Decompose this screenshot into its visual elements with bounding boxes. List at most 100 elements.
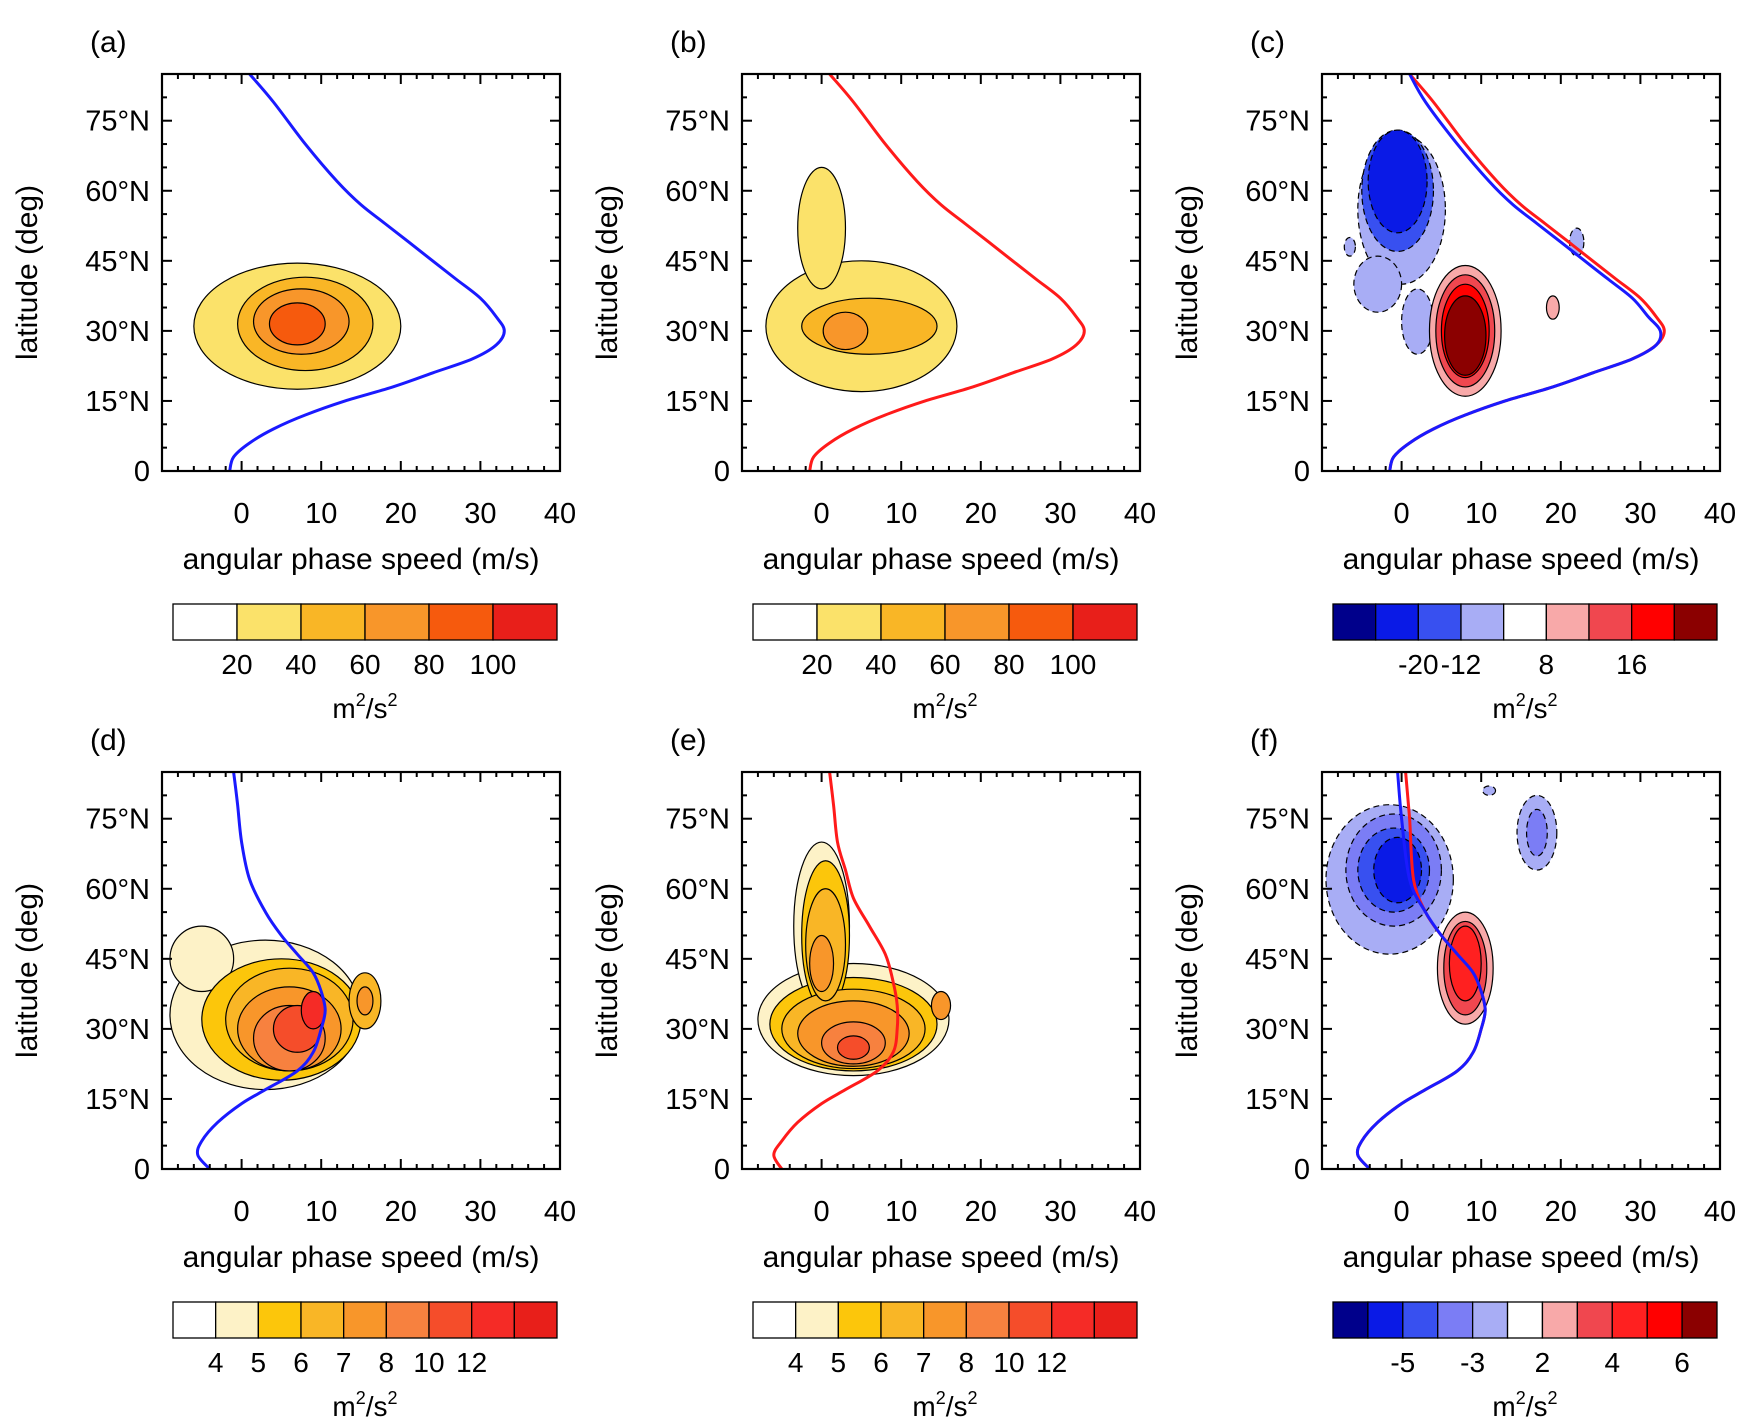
y-tick-label: 0 (714, 456, 730, 488)
colorbar-label: 20 (221, 649, 252, 680)
unit-mid: /s (946, 1391, 968, 1422)
y-tick-label: 30°N (665, 1014, 730, 1046)
contour-region (1482, 785, 1497, 796)
contour-region (1443, 295, 1487, 376)
x-tick-label: 10 (885, 498, 917, 530)
contour-region (1400, 288, 1435, 355)
colorbar-label: 60 (349, 649, 380, 680)
colorbar-swatch (1611, 1301, 1648, 1339)
x-axis-title: angular phase speed (m/s) (183, 1241, 540, 1274)
y-tick-label: 15°N (665, 1084, 730, 1116)
y-axis-title: latitude (deg) (1171, 185, 1204, 360)
unit-base: m (1492, 1391, 1515, 1422)
colorbar-swatch (1417, 603, 1462, 641)
unit-exp: 2 (356, 1388, 366, 1408)
colorbar-label: 10 (993, 1347, 1024, 1378)
y-tick-label: 75°N (1245, 106, 1310, 138)
panel-f: (f) 0 10 20 30 40 0 15°N 30°N 45°N 60°N 75°N angular… (1171, 724, 1736, 1422)
colorbar-swatch (752, 603, 818, 641)
colorbar-swatch (944, 603, 1010, 641)
unit-exp: 2 (1548, 690, 1558, 710)
panel-label: (b) (670, 26, 707, 59)
y-tick-label: 30°N (665, 316, 730, 348)
plot-background (162, 74, 560, 471)
unit-mid: /s (1526, 1391, 1548, 1422)
x-tick-label: 40 (1124, 498, 1156, 530)
colorbar-label: 6 (1674, 1347, 1690, 1378)
x-tick-label: 10 (1465, 1196, 1497, 1228)
y-tick-label: 75°N (665, 804, 730, 836)
colorbar-swatch (923, 1301, 967, 1339)
panel-label: (a) (90, 26, 127, 59)
x-tick-label: 10 (1465, 498, 1497, 530)
y-tick-label: 45°N (665, 944, 730, 976)
plot-frame (1320, 72, 1722, 473)
unit-exp: 2 (1548, 1388, 1558, 1408)
x-tick-label: 10 (305, 1196, 337, 1228)
unit-exp: 2 (388, 690, 398, 710)
plot-area (162, 772, 560, 1169)
x-tick-label: 40 (1124, 1196, 1156, 1228)
plot-area (742, 772, 1140, 1169)
x-tick-label: 0 (234, 498, 250, 530)
x-tick-label: 20 (385, 1196, 417, 1228)
plot-area (742, 74, 1140, 471)
y-axis-title: latitude (deg) (11, 185, 44, 360)
colorbar-swatch (1051, 1301, 1095, 1339)
blue-curve (228, 74, 506, 471)
x-axis-title: angular phase speed (m/s) (183, 543, 540, 576)
colorbar-swatch (752, 1301, 797, 1339)
y-tick-label: 45°N (85, 246, 150, 278)
y-tick-label: 75°N (665, 106, 730, 138)
unit-base: m (912, 1391, 935, 1422)
colorbar-swatch (1541, 1301, 1579, 1339)
x-axis-title: angular phase speed (m/s) (763, 543, 1120, 576)
unit-exp: 2 (388, 1388, 398, 1408)
x-tick-label: 0 (814, 498, 830, 530)
colorbar-label: 8 (959, 1347, 975, 1378)
unit-exp: 2 (356, 690, 366, 710)
plot-frame (1320, 770, 1722, 1171)
colorbar-label: 4 (208, 1347, 224, 1378)
colorbar-label: 100 (470, 649, 517, 680)
colorbar-swatch (1437, 1301, 1474, 1339)
colorbar-label: 40 (285, 649, 316, 680)
colorbar-unit: m2/s2 (1492, 690, 1557, 724)
x-tick-label: 40 (1704, 1196, 1736, 1228)
colorbar-swatch (1093, 1301, 1138, 1339)
colorbar-swatch (300, 603, 366, 641)
colorbar-swatch (236, 603, 302, 641)
panel-label: (e) (670, 724, 707, 757)
colorbar-unit: m2/s2 (332, 1388, 397, 1422)
y-tick-label: 30°N (1245, 1014, 1310, 1046)
y-tick-label: 60°N (665, 176, 730, 208)
colorbar-swatch (1673, 603, 1718, 641)
unit-exp: 2 (936, 1388, 946, 1408)
y-axis-title: latitude (deg) (591, 185, 624, 360)
red-curve (808, 74, 1086, 471)
x-axis-title: angular phase speed (m/s) (763, 1241, 1120, 1274)
panel-b: (b) 0 10 20 30 40 0 15°N 30°N 45°N 60°N 75°N angular… (591, 26, 1156, 724)
plot-frame (740, 770, 1142, 1171)
plot-area (1322, 74, 1720, 471)
y-tick-label: 15°N (85, 386, 150, 418)
colorbar-label: 8 (379, 1347, 395, 1378)
contour-region (822, 311, 869, 351)
unit-base: m (912, 693, 935, 724)
colorbar-label: -3 (1460, 1347, 1485, 1378)
panel-label: (c) (1250, 26, 1285, 59)
unit-exp: 2 (936, 690, 946, 710)
colorbar-unit: m2/s2 (1492, 1388, 1557, 1422)
colorbar-swatch (1367, 1301, 1404, 1339)
panel-d: (d) 0 10 20 30 40 0 15°N 30°N 45°N 60°N 75°N angular… (11, 724, 576, 1422)
x-tick-label: 0 (1394, 498, 1410, 530)
colorbar-label: 6 (873, 1347, 889, 1378)
colorbar-label: 4 (788, 1347, 804, 1378)
plot-frame (160, 72, 562, 473)
contour-region (356, 986, 374, 1016)
colorbar-swatch (1506, 1301, 1544, 1339)
y-tick-label: 60°N (85, 176, 150, 208)
colorbar-label: 80 (413, 649, 444, 680)
contour-region (1545, 295, 1560, 320)
